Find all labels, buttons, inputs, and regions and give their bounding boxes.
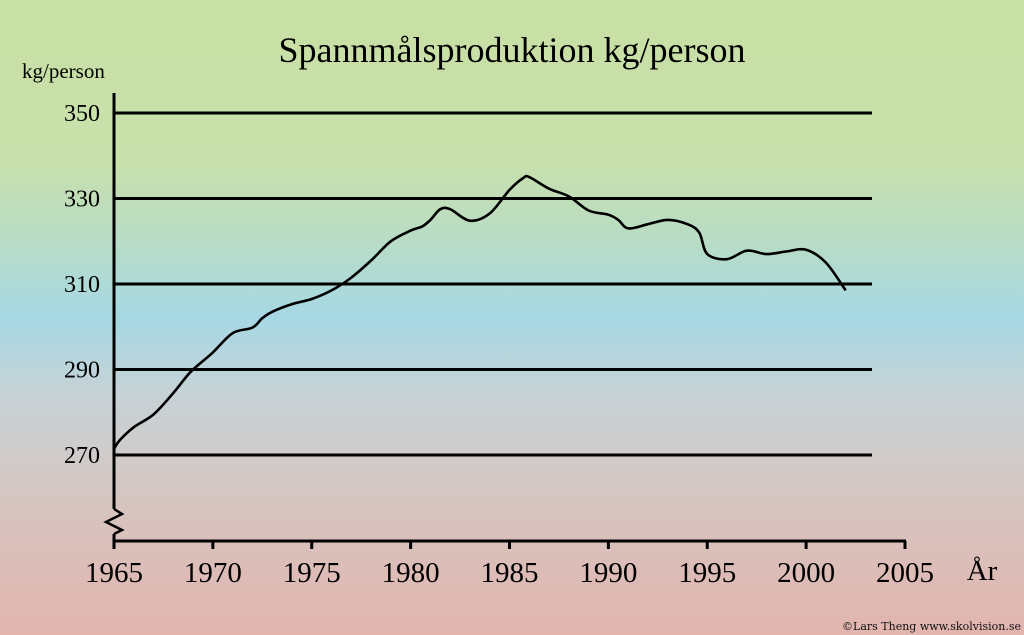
y-tick-label: 270 xyxy=(64,443,100,469)
x-tick-label: 1965 xyxy=(85,557,143,589)
x-tick-label: 1990 xyxy=(579,557,637,589)
y-axis-break-marker xyxy=(103,507,125,536)
x-axis-unit-label: År xyxy=(967,555,998,587)
y-tick-label: 310 xyxy=(64,272,100,298)
chart-title: Spannmålsproduktion kg/person xyxy=(279,30,746,70)
series-line xyxy=(112,174,847,450)
x-tick-label: 1980 xyxy=(382,557,440,589)
y-tick-label: 330 xyxy=(64,187,100,213)
x-tick-label: 1975 xyxy=(283,557,341,589)
x-tick-label: 1995 xyxy=(678,557,736,589)
copyright-credit: ©Lars Theng www.skolvision.se xyxy=(842,620,1021,633)
y-tick-label: 350 xyxy=(64,101,100,127)
x-tick-label: 1985 xyxy=(481,557,539,589)
y-tick-label: 290 xyxy=(64,358,100,384)
x-tick-label: 2005 xyxy=(876,557,934,589)
y-axis-label: kg/person xyxy=(22,59,105,83)
x-tick-label: 2000 xyxy=(777,557,835,589)
x-tick-label: 1970 xyxy=(184,557,242,589)
